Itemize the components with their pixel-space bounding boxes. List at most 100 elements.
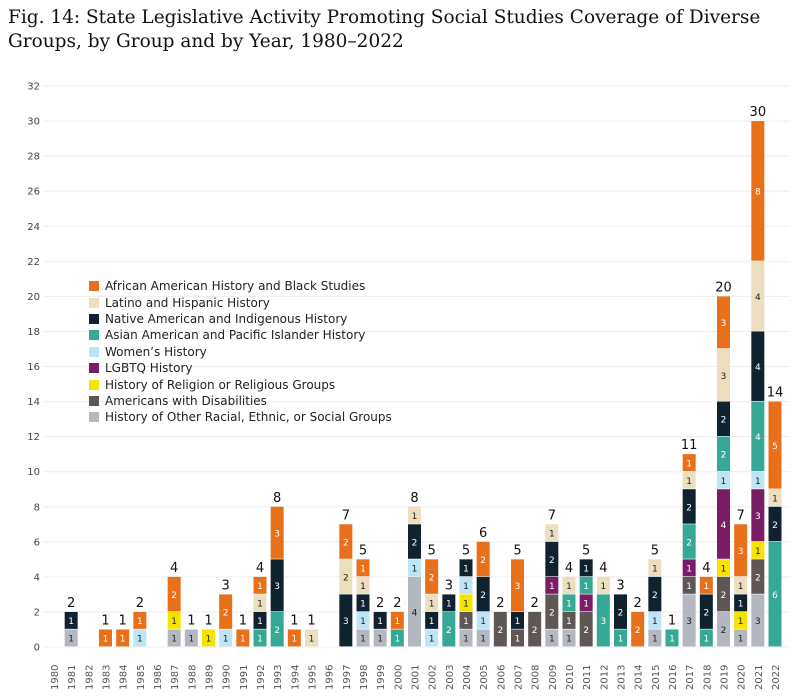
bar-segment <box>717 401 730 437</box>
segment-label: 1 <box>721 477 727 487</box>
segment-label: 2 <box>755 573 761 583</box>
bar-total-label: 7 <box>342 508 350 523</box>
bar-total-label: 3 <box>445 578 453 593</box>
segment-label: 2 <box>549 608 555 618</box>
segment-label: 2 <box>721 626 727 636</box>
bar-total-label: 8 <box>273 491 281 506</box>
segment-label: 1 <box>652 617 658 627</box>
segment-label: 1 <box>377 635 383 645</box>
bar-segment <box>356 576 370 594</box>
bar-total-label: 1 <box>187 613 195 628</box>
segment-label: 1 <box>669 635 675 645</box>
segment-label: 1 <box>68 617 74 627</box>
bar-total-label: 3 <box>616 578 624 593</box>
bar-total-label: 2 <box>496 596 504 611</box>
segment-label: 1 <box>103 635 109 645</box>
segment-label: 1 <box>515 635 521 645</box>
x-tick-label: 2005 <box>479 665 490 690</box>
x-tick-label: 1985 <box>136 665 147 690</box>
legend-label: History of Religion or Religious Groups <box>105 377 336 392</box>
segment-label: 1 <box>429 617 435 627</box>
bar-segment <box>202 629 215 647</box>
segment-label: 3 <box>721 319 727 329</box>
bar-segment <box>768 401 782 489</box>
segment-label: 1 <box>738 617 744 627</box>
x-tick-label: 1986 <box>153 665 164 690</box>
x-tick-label: 2013 <box>617 665 628 690</box>
bar-segment <box>734 524 748 577</box>
bar-segment <box>562 629 576 647</box>
legend-label: Americans with Disabilities <box>105 393 267 408</box>
bar-segment <box>390 611 404 629</box>
bar-total-label: 1 <box>119 613 127 628</box>
bar-total-label: 7 <box>737 508 745 523</box>
legend-swatch <box>89 346 99 357</box>
bar-segment <box>270 611 284 647</box>
segment-label: 1 <box>446 600 452 610</box>
x-tick-label: 2002 <box>428 665 439 690</box>
segment-label: 4 <box>755 433 761 443</box>
segment-label: 2 <box>343 573 349 583</box>
segment-label: 1 <box>291 635 297 645</box>
segment-label: 1 <box>394 635 400 645</box>
y-tick-label: 30 <box>27 117 40 128</box>
segment-label: 1 <box>257 617 263 627</box>
x-tick-label: 2021 <box>754 665 765 690</box>
bar-total-label: 4 <box>565 561 573 576</box>
segment-label: 2 <box>721 591 727 601</box>
bar-segment <box>614 594 627 629</box>
segment-label: 1 <box>618 635 624 645</box>
x-tick-label: 2003 <box>445 665 456 690</box>
x-tick-label: 1988 <box>187 665 198 690</box>
segment-label: 2 <box>497 626 503 636</box>
legend-swatch <box>89 297 99 308</box>
x-tick-label: 1989 <box>205 665 216 690</box>
x-tick-label: 2011 <box>582 665 593 690</box>
bar-segment <box>682 594 696 647</box>
bar-segment <box>511 629 524 647</box>
bar-segment <box>476 629 490 647</box>
segment-label: 1 <box>566 635 572 645</box>
bar-segment <box>545 541 559 577</box>
bar-segment <box>614 629 627 647</box>
bar-segment <box>648 559 662 577</box>
bar-segment <box>682 454 696 472</box>
bar-segment <box>511 559 524 612</box>
segment-label: 6 <box>772 591 778 601</box>
segment-label: 1 <box>463 617 469 627</box>
bar-segment <box>751 121 765 261</box>
x-tick-label: 1997 <box>342 665 353 690</box>
bar-segment <box>545 576 559 594</box>
segment-label: 1 <box>703 582 709 592</box>
bar-segment <box>253 629 267 647</box>
segment-label: 1 <box>583 582 589 592</box>
y-tick-label: 18 <box>27 327 40 338</box>
bar-segment <box>425 594 439 612</box>
segment-label: 1 <box>583 565 589 575</box>
y-tick-label: 0 <box>34 643 40 654</box>
y-tick-label: 32 <box>27 82 40 93</box>
segment-label: 1 <box>206 635 212 645</box>
segment-label: 1 <box>188 635 194 645</box>
segment-label: 1 <box>171 617 177 627</box>
bar-segment <box>682 489 696 524</box>
bar-segment <box>579 594 593 612</box>
bar-segment <box>253 576 267 594</box>
segment-label: 1 <box>68 635 74 645</box>
legend-item: Asian American and Pacific Islander Hist… <box>89 327 392 343</box>
segment-label: 1 <box>549 635 555 645</box>
x-tick-label: 1980 <box>50 665 61 690</box>
x-tick-label: 1983 <box>102 665 113 690</box>
bar-total-label: 6 <box>479 526 487 541</box>
legend-label: African American History and Black Studi… <box>105 279 366 294</box>
y-tick-label: 10 <box>27 467 40 478</box>
bar-segment <box>356 559 370 577</box>
x-tick-label: 2020 <box>737 665 748 690</box>
bar-segment <box>648 611 662 629</box>
segment-label: 1 <box>257 600 263 610</box>
bar-segment <box>270 506 284 559</box>
bar-segment <box>579 559 593 577</box>
segment-label: 2 <box>721 451 727 461</box>
x-tick-label: 1982 <box>84 665 95 690</box>
bar-segment <box>545 594 559 629</box>
